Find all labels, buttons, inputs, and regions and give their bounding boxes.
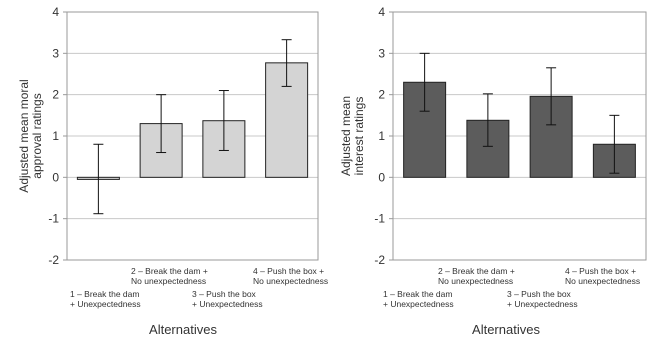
x-category-label: 4 – Push the box +: [565, 266, 636, 276]
y-axis-title: Adjusted meaninterest ratings: [339, 96, 366, 176]
x-category-label: 4 – Push the box +: [253, 266, 324, 276]
x-category-label: 1 – Break the dam: [383, 289, 452, 299]
y-tick-label: 1: [52, 129, 59, 143]
y-tick-label: 2: [378, 88, 385, 102]
y-tick-label: 1: [378, 129, 385, 143]
y-tick-label: -2: [374, 253, 385, 267]
x-category-label: No unexpectedness: [253, 276, 328, 286]
x-axis-title: Alternatives: [472, 322, 540, 337]
x-category-label: No unexpectedness: [131, 276, 206, 286]
y-axis-title: Adjusted mean moralapproval ratings: [17, 79, 44, 192]
x-category-label: + Unexpectedness: [192, 299, 263, 309]
y-axis-title-line: Adjusted mean moral: [17, 79, 31, 192]
y-tick-label: -1: [374, 212, 385, 226]
x-category-label: + Unexpectedness: [507, 299, 578, 309]
bar: [265, 62, 309, 178]
x-category-label: + Unexpectedness: [70, 299, 141, 309]
y-axis-title-line: approval ratings: [30, 93, 44, 178]
x-category-label: + Unexpectedness: [383, 299, 454, 309]
y-tick-label: 3: [52, 46, 59, 60]
x-category-label: 3 – Push the box: [507, 289, 572, 299]
x-category-label: No unexpectedness: [438, 276, 513, 286]
plot-frame: [392, 11, 647, 261]
y-axis-title-line: interest ratings: [352, 97, 366, 176]
y-axis-title-line: Adjusted mean: [339, 96, 353, 176]
y-tick-label: 0: [378, 170, 385, 184]
y-tick-label: 3: [378, 46, 385, 60]
y-tick-label: 0: [52, 170, 59, 184]
x-category-label: 1 – Break the dam: [70, 289, 139, 299]
y-tick-label: 2: [52, 88, 59, 102]
y-tick-label: 4: [378, 5, 385, 19]
y-tick-label: 4: [52, 5, 59, 19]
x-category-label: 3 – Push the box: [192, 289, 257, 299]
plot-frame: [66, 11, 319, 261]
x-axis-title: Alternatives: [149, 322, 217, 337]
x-category-label: 2 – Break the dam +: [131, 266, 208, 276]
x-category-label: 2 – Break the dam +: [438, 266, 515, 276]
x-category-label: No unexpectedness: [565, 276, 640, 286]
y-tick-label: -2: [48, 253, 59, 267]
y-tick-label: -1: [48, 212, 59, 226]
